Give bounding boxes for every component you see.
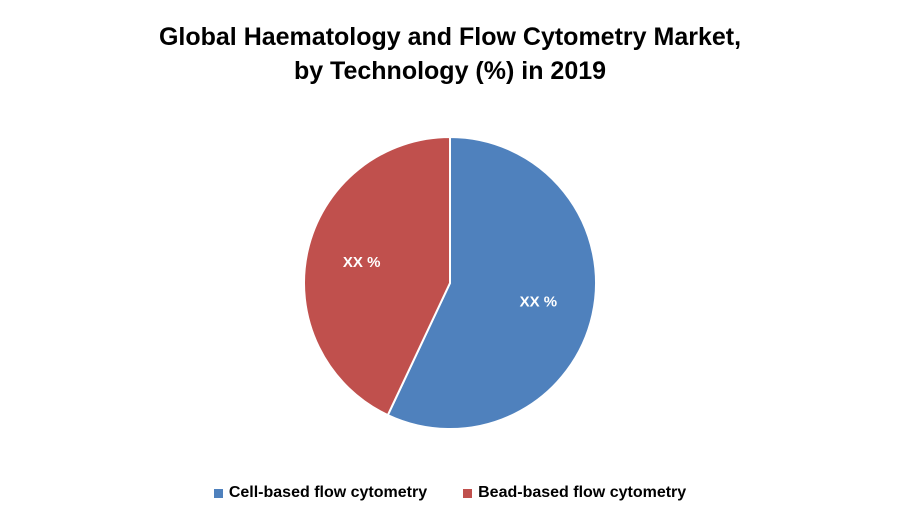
legend-swatch-cell-based (213, 488, 223, 498)
chart-title-line-2: by Technology (%) in 2019 (293, 57, 607, 85)
pie-slice-cell-based (386, 135, 597, 430)
legend-swatch-bead-based (463, 488, 473, 498)
pie-slice-label-bead-based: XX % (343, 254, 381, 271)
legend-item-cell-based: Cell-based flow cytometry (213, 484, 428, 502)
pie-slice-label-cell-based: XX % (520, 294, 558, 311)
chart-title-line-1: Global Haematology and Flow Cytometry Ma… (158, 23, 742, 51)
chart-title: Global Haematology and Flow Cytometry Ma… (0, 20, 900, 88)
legend-label-cell-based: Cell-based flow cytometry (228, 484, 428, 501)
legend: Cell-based flow cytometry Bead-based flo… (0, 484, 900, 502)
legend-label-bead-based: Bead-based flow cytometry (478, 484, 687, 501)
legend-item-bead-based: Bead-based flow cytometry (463, 484, 686, 502)
pie-slice-bead-based (303, 135, 451, 417)
